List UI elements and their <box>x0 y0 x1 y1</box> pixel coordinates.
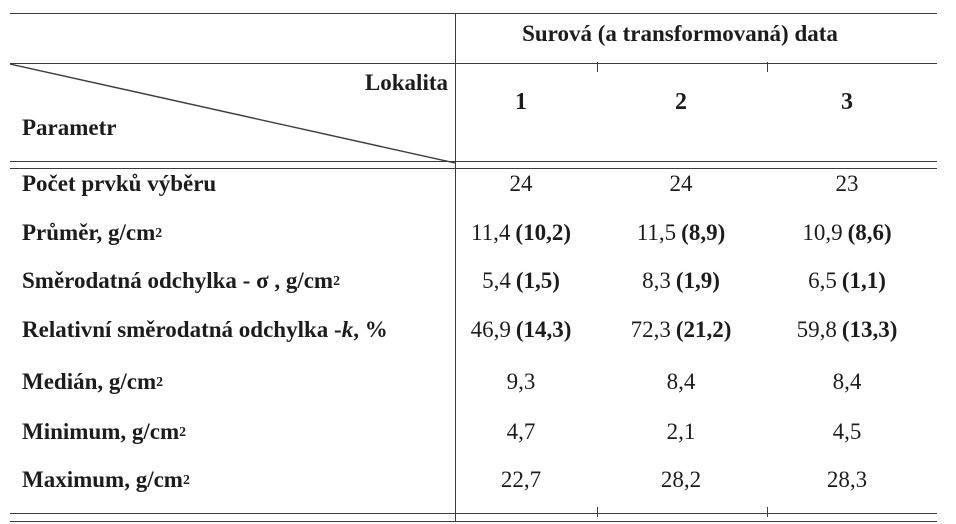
table-border-header-row <box>10 63 937 65</box>
row-label: Maximum, g/cm 2 <box>22 467 190 492</box>
value-cell: 2,1 <box>666 419 696 444</box>
column-header-2: 2 <box>675 88 687 115</box>
value-cell: 4,5 <box>832 419 862 444</box>
row-label: Relativní směrodatná odchylka - k, % <box>22 306 452 354</box>
value-cell: 11,4 (10,2) <box>471 220 571 245</box>
table-border-bottom-lower <box>10 521 937 523</box>
value-cell: 22,7 <box>500 467 542 492</box>
value-cell: 59,8 (13,3) <box>796 317 898 342</box>
table-border-bottom-upper <box>10 513 937 515</box>
value-cell: 8,3 (1,9) <box>642 268 720 293</box>
value-cell: 5,4 (1,5) <box>482 268 560 293</box>
row-label-text: Počet prvků výběru <box>22 171 217 196</box>
row-label: Průměr, g/cm 2 <box>22 220 163 245</box>
value-cell: 9,3 <box>506 369 536 394</box>
column-divider-stub-bottom-2 <box>767 507 769 517</box>
value-cell: 23 <box>835 171 859 196</box>
value-cell: 28,2 <box>660 467 702 492</box>
value-cell: 6,5 (1,1) <box>808 268 886 293</box>
table-title: Surová (a transformovaná) data <box>522 21 838 46</box>
column-divider-stub-top-1 <box>597 62 599 72</box>
row-label: Medián, g/cm 2 <box>22 369 164 394</box>
row-label-post: , % <box>353 317 388 342</box>
column-header-3: 3 <box>841 88 853 115</box>
row-label-text: Relativní směrodatná odchylka - <box>22 317 342 342</box>
table-border-top <box>10 13 937 15</box>
value-cell: 8,4 <box>832 369 862 394</box>
row-label-text: Průměr, g/cm <box>22 220 156 245</box>
row-label-text: Směrodatná odchylka - σ , g/cm <box>22 268 334 293</box>
value-cell: 46,9 (14,3) <box>470 317 572 342</box>
column-header-row: 1 2 3 <box>0 78 956 126</box>
row-label: Minimum, g/cm 2 <box>22 419 187 444</box>
row-label-text: Maximum, g/cm <box>22 467 183 492</box>
row-label-text: Medián, g/cm <box>22 369 157 394</box>
table-row: Počet prvků výběru 24 24 23 <box>0 160 956 208</box>
table-row: Medián, g/cm 2 9,3 8,4 8,4 <box>0 358 956 406</box>
column-divider-stub-top-2 <box>767 62 769 72</box>
table-row: Směrodatná odchylka - σ , g/cm 2 5,4 (1,5)… <box>0 257 956 305</box>
row-label: Počet prvků výběru <box>22 160 452 208</box>
corner-label-parametr: Parametr <box>22 115 117 140</box>
row-label-italic: k <box>341 317 354 342</box>
table-row: Minimum, g/cm 2 4,7 2,1 4,5 <box>0 408 956 456</box>
value-cell: 11,5 (8,9) <box>636 220 726 245</box>
corner-label-lokalita: Lokalita <box>364 70 448 95</box>
value-cell: 10,9 (8,6) <box>802 220 892 245</box>
table-border-double-upper <box>10 160 937 162</box>
value-cell: 4,7 <box>506 419 536 444</box>
value-cell: 8,4 <box>666 369 696 394</box>
table-row: Maximum, g/cm 2 22,7 28,2 28,3 <box>0 456 956 504</box>
table-row: Průměr, g/cm 2 11,4 (10,2) 11,5 (8,9) 10,9(… <box>0 209 956 257</box>
table-row: Relativní směrodatná odchylka - k, % 46,… <box>0 306 956 354</box>
corner-diagonal-line <box>10 63 455 164</box>
value-cell: 24 <box>669 171 693 196</box>
column-header-1: 1 <box>515 88 527 115</box>
value-cell: 28,3 <box>826 467 868 492</box>
table-divider-vertical <box>455 13 457 522</box>
value-cell: 24 <box>509 171 533 196</box>
value-cell: 72,3 (21,2) <box>630 317 732 342</box>
row-label: Směrodatná odchylka - σ , g/cm 2 <box>22 268 341 293</box>
column-divider-stub-bottom-1 <box>597 507 599 517</box>
row-label-text: Minimum, g/cm <box>22 419 180 444</box>
table-border-double-lower <box>10 168 937 170</box>
